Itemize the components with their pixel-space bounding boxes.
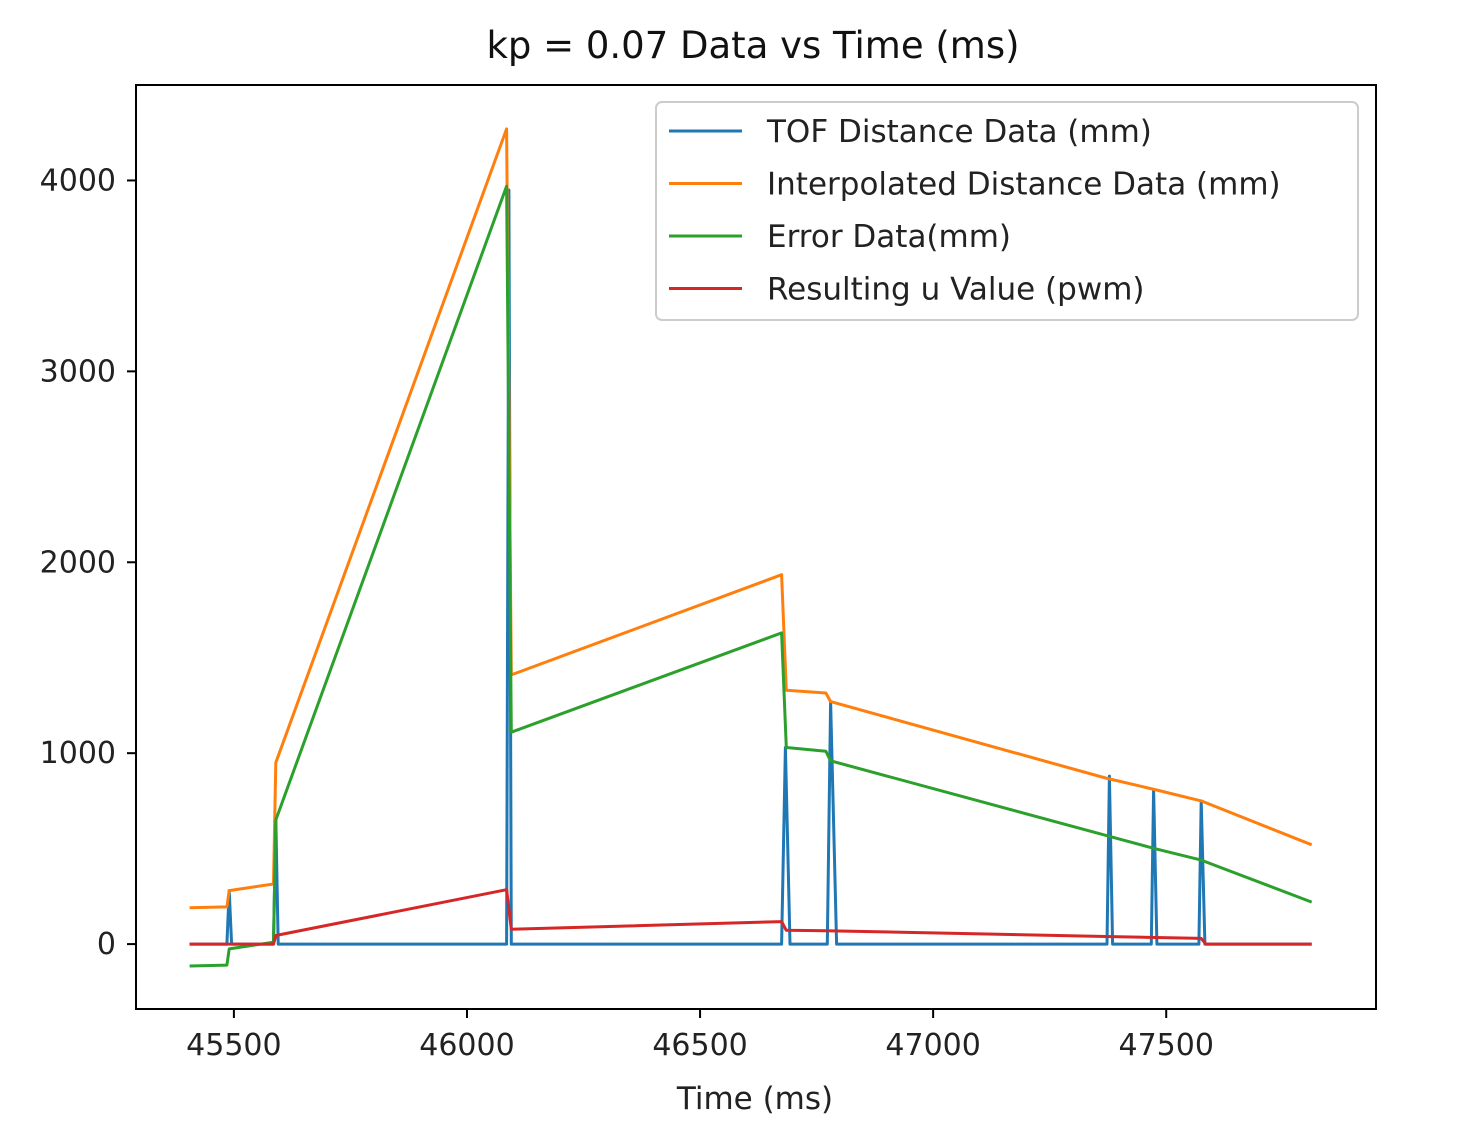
x-tick-label: 47000 bbox=[885, 1028, 980, 1063]
y-tick-label: 3000 bbox=[40, 354, 116, 389]
x-tick-label: 45500 bbox=[186, 1028, 281, 1063]
legend-label: Error Data(mm) bbox=[767, 219, 1011, 255]
y-tick-label: 1000 bbox=[40, 736, 116, 771]
y-tick-label: 2000 bbox=[40, 545, 116, 580]
legend-box bbox=[655, 101, 1359, 321]
chart-title: kp = 0.07 Data vs Time (ms) bbox=[486, 24, 1019, 67]
legend-label: Resulting u Value (pwm) bbox=[767, 272, 1144, 308]
legend-label: Interpolated Distance Data (mm) bbox=[767, 167, 1281, 203]
y-axis-ticks: 0 1000 2000 3000 4000 bbox=[40, 163, 136, 962]
legend-label: TOF Distance Data (mm) bbox=[766, 114, 1152, 150]
series-line-3 bbox=[189, 184, 1313, 968]
series-layer bbox=[189, 127, 1313, 968]
series-line-4 bbox=[189, 888, 1312, 946]
x-axis-title: Time (ms) bbox=[676, 1081, 833, 1117]
plot-frame bbox=[135, 84, 1377, 1010]
x-tick-label: 46500 bbox=[652, 1028, 747, 1063]
x-tick-label: 46000 bbox=[419, 1028, 514, 1063]
legend: TOF Distance Data (mm) Interpolated Dista… bbox=[655, 101, 1359, 321]
y-tick-label: 0 bbox=[97, 927, 116, 962]
x-axis-ticks: 45500 46000 46500 47000 47500 bbox=[186, 1009, 1214, 1063]
y-tick-label: 4000 bbox=[40, 163, 116, 198]
x-tick-label: 47500 bbox=[1119, 1028, 1214, 1063]
series-line-2 bbox=[189, 127, 1313, 910]
